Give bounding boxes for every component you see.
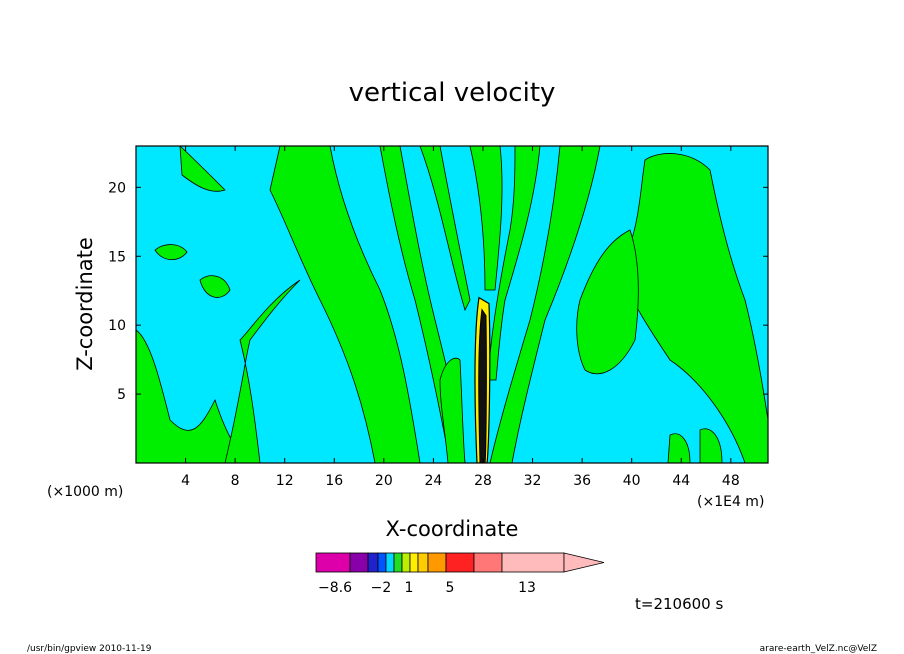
- updraft-band: [199, 275, 231, 298]
- colorbar-swatch: [445, 552, 475, 573]
- updraft-band: [0, 0, 152, 100]
- x-tick-label: 40: [623, 473, 641, 489]
- x-tick-label: 16: [325, 473, 343, 489]
- y-tick-label: 15: [108, 249, 126, 265]
- x-axis: 4 8 12 16 20 24 28 32 36 40 44 48: [181, 146, 740, 489]
- colorbar-extend-arrow: [563, 552, 605, 573]
- x-tick-label: 44: [672, 473, 690, 489]
- updraft-bands: [0, 0, 768, 463]
- colorbar-swatch: [385, 552, 395, 573]
- plot-frame: [135, 145, 769, 464]
- colorbar-tick-label: 13: [518, 580, 536, 596]
- colorbar-swatch: [501, 552, 565, 573]
- x-tick-label: 8: [231, 473, 240, 489]
- time-label: t=210600 s: [635, 595, 723, 613]
- x-tick-label: 28: [474, 473, 492, 489]
- colorbar-ticks: −8.6 −2 1 5 13: [318, 580, 536, 596]
- x-scale-label: (×1E4 m): [697, 494, 764, 510]
- updraft-band: [489, 146, 601, 463]
- updraft-band: [667, 433, 691, 463]
- updraft-band: [487, 146, 541, 381]
- updraft-band: [154, 244, 188, 261]
- y-tick-label: 20: [108, 180, 126, 196]
- x-tick-label: 4: [181, 473, 190, 489]
- y-tick-label: 10: [108, 318, 126, 334]
- plot-area: [0, 0, 768, 463]
- colorbar-tick-label: −8.6: [318, 580, 352, 596]
- colorbar-swatch: [473, 552, 503, 573]
- updraft-band: [576, 229, 639, 375]
- colorbar-swatch: [349, 552, 369, 573]
- x-tick-label: 32: [524, 473, 542, 489]
- x-axis-label: X-coordinate: [386, 517, 519, 541]
- y-tick-label: 5: [117, 387, 126, 403]
- colorbar-swatch: [367, 552, 379, 573]
- core-updraft: [474, 296, 491, 463]
- updraft-band: [179, 146, 226, 192]
- footer-left: /usr/bin/gpview 2010-11-19: [27, 644, 152, 654]
- updraft-band: [699, 428, 723, 463]
- updraft-band: [439, 357, 466, 463]
- x-tick-label: 12: [276, 473, 294, 489]
- colorbar-tick-label: 1: [405, 580, 414, 596]
- colorbar-tick-label: 5: [446, 580, 455, 596]
- x-unit-label: (×1000 m): [47, 484, 123, 500]
- colorbar-swatch: [393, 552, 403, 573]
- x-tick-label: 48: [722, 473, 740, 489]
- x-tick-label: 20: [375, 473, 393, 489]
- y-axis: 5 10 15 20: [108, 180, 768, 403]
- colorbar-swatch: [427, 552, 447, 573]
- footer-right: arare-earth_VelZ.nc@VelZ: [760, 644, 877, 654]
- updraft-band: [419, 146, 471, 312]
- colorbar-swatch: [417, 552, 429, 573]
- x-tick-label: 36: [573, 473, 591, 489]
- colorbar-tick-label: −2: [371, 580, 392, 596]
- colorbar-swatch: [409, 552, 419, 573]
- y-axis-label: Z-coordinate: [73, 237, 97, 371]
- chart-title: vertical velocity: [349, 78, 556, 108]
- colorbar-swatch: [315, 552, 351, 573]
- updraft-band: [224, 279, 301, 463]
- updraft-band: [469, 146, 503, 291]
- core-dark: [478, 308, 487, 463]
- x-tick-label: 24: [424, 473, 442, 489]
- colorbar-swatch: [401, 552, 411, 573]
- colorbar-swatch: [377, 552, 387, 573]
- colorbar: [315, 552, 605, 573]
